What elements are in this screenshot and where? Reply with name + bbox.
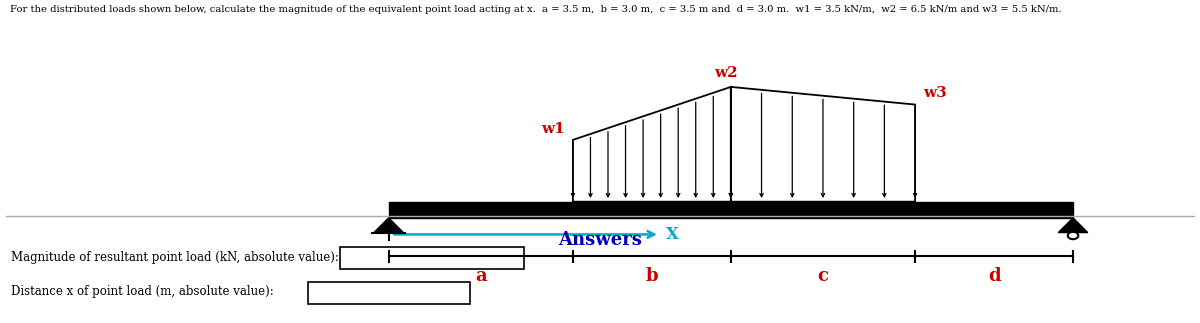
Polygon shape — [374, 218, 403, 233]
Text: w2: w2 — [714, 66, 737, 80]
Text: c: c — [817, 267, 828, 285]
Bar — [389, 202, 1073, 218]
Text: Magnitude of resultant point load (kN, absolute value):: Magnitude of resultant point load (kN, a… — [11, 251, 338, 264]
Text: d: d — [988, 267, 1001, 285]
Text: X: X — [666, 226, 679, 243]
Text: Answers: Answers — [558, 231, 642, 249]
Circle shape — [1068, 232, 1079, 239]
Polygon shape — [1058, 218, 1087, 233]
Text: b: b — [646, 267, 658, 285]
Text: Distance x of point load (m, absolute value):: Distance x of point load (m, absolute va… — [11, 286, 274, 298]
Text: a: a — [475, 267, 486, 285]
Text: w3: w3 — [923, 86, 947, 100]
Text: For the distributed loads shown below, calculate the magnitude of the equivalent: For the distributed loads shown below, c… — [10, 5, 1061, 14]
Text: w1: w1 — [541, 122, 565, 136]
